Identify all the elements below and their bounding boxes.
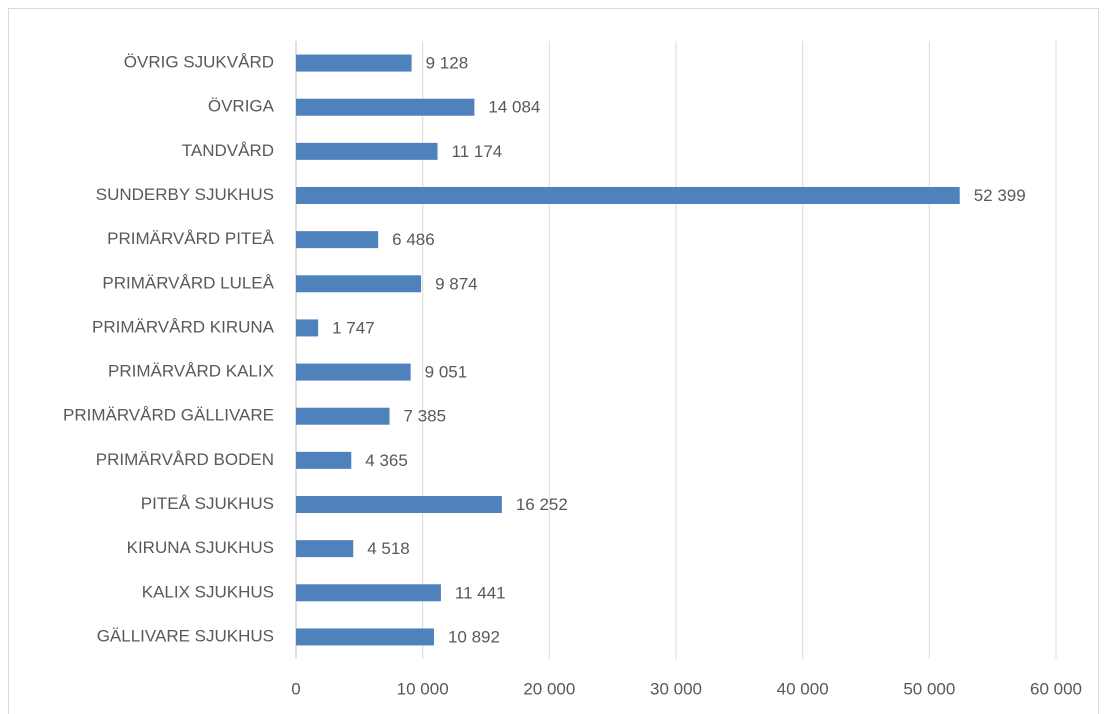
y-tick-label: PITEÅ SJUKHUS bbox=[141, 494, 274, 513]
bar bbox=[296, 231, 379, 249]
y-tick-label: PRIMÄRVÅRD GÄLLIVARE bbox=[63, 406, 274, 425]
data-label: 11 174 bbox=[452, 142, 503, 161]
bar bbox=[296, 275, 422, 293]
x-tick-label: 60 000 bbox=[1030, 679, 1082, 698]
y-tick-label: PRIMÄRVÅRD KIRUNA bbox=[92, 317, 275, 336]
y-tick-label: PRIMÄRVÅRD BODEN bbox=[96, 450, 274, 469]
y-tick-label: SUNDERBY SJUKHUS bbox=[96, 185, 274, 204]
y-tick-label: ÖVRIGA bbox=[208, 97, 275, 116]
bar bbox=[296, 496, 502, 513]
bar bbox=[296, 540, 354, 558]
data-label: 16 252 bbox=[516, 495, 568, 514]
y-tick-label: GÄLLIVARE SJUKHUS bbox=[97, 626, 274, 645]
data-label: 14 084 bbox=[488, 98, 540, 117]
bar bbox=[296, 584, 441, 602]
data-label: 9 051 bbox=[425, 363, 468, 382]
y-tick-label: KIRUNA SJUKHUS bbox=[127, 538, 274, 557]
y-tick-label: ÖVRIG SJUKVÅRD bbox=[124, 53, 274, 72]
x-tick-label: 50 000 bbox=[903, 679, 955, 698]
bar bbox=[296, 363, 411, 381]
x-tick-label: 40 000 bbox=[777, 679, 829, 698]
data-label: 1 747 bbox=[332, 318, 375, 337]
data-label: 6 486 bbox=[392, 230, 435, 249]
chart-border bbox=[8, 8, 1099, 714]
bar bbox=[296, 142, 438, 160]
y-tick-label: KALIX SJUKHUS bbox=[142, 582, 274, 601]
x-tick-label: 20 000 bbox=[523, 679, 575, 698]
data-label: 4 518 bbox=[367, 539, 410, 558]
x-tick-label: 0 bbox=[291, 679, 300, 698]
y-tick-label: PRIMÄRVÅRD LULEÅ bbox=[102, 273, 274, 292]
bar bbox=[296, 98, 475, 116]
bar bbox=[296, 319, 319, 337]
data-label: 7 385 bbox=[404, 407, 447, 426]
data-label: 9 874 bbox=[435, 274, 478, 293]
data-label: 10 892 bbox=[448, 627, 500, 646]
data-label: 52 399 bbox=[974, 186, 1026, 205]
bar bbox=[296, 407, 390, 425]
y-tick-label: PRIMÄRVÅRD PITEÅ bbox=[107, 229, 275, 248]
y-tick-label: TANDVÅRD bbox=[182, 141, 274, 160]
bar bbox=[296, 187, 960, 204]
data-label: 4 365 bbox=[365, 451, 408, 470]
x-tick-label: 10 000 bbox=[397, 679, 449, 698]
bar bbox=[296, 451, 352, 469]
bar bbox=[296, 54, 412, 72]
y-tick-label: PRIMÄRVÅRD KALIX bbox=[108, 362, 274, 381]
x-tick-label: 30 000 bbox=[650, 679, 702, 698]
bar bbox=[296, 628, 434, 646]
data-label: 9 128 bbox=[426, 54, 469, 73]
data-label: 11 441 bbox=[455, 583, 506, 602]
